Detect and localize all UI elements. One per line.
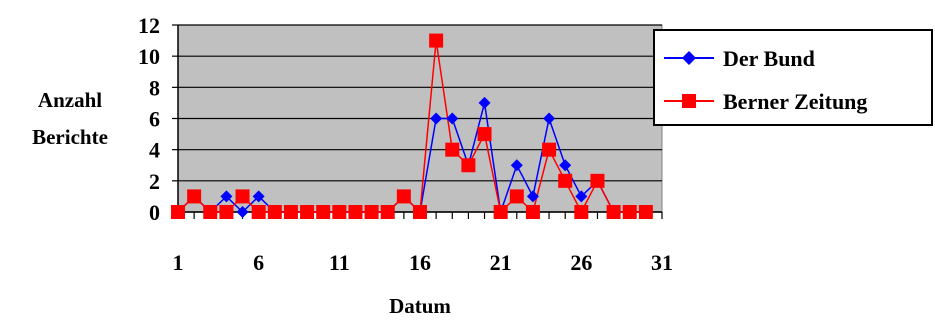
data-point-der-bund (526, 190, 539, 203)
y-tick-label: 10 (138, 44, 160, 69)
y-tick-labels: 0 2 4 6 8 10 12 (138, 13, 160, 225)
data-point-berner-zeitung (622, 205, 637, 219)
y-tick-label: 6 (149, 107, 160, 132)
x-tick-label: 21 (490, 250, 512, 275)
data-point-berner-zeitung (235, 189, 250, 204)
data-point-berner-zeitung (590, 173, 605, 188)
data-point-der-bund (236, 206, 249, 218)
data-point-der-bund (446, 112, 459, 125)
data-point-berner-zeitung (267, 205, 282, 219)
data-point-berner-zeitung (171, 205, 185, 219)
data-point-berner-zeitung (203, 205, 218, 219)
y-axis-label-line-2: Berichte (32, 125, 108, 149)
x-tick-label: 31 (651, 250, 673, 275)
legend-marker-berner-zeitung (682, 94, 696, 108)
legend-label-berner-zeitung: Berner Zeitung (723, 89, 867, 114)
data-point-berner-zeitung (525, 205, 540, 219)
data-point-berner-zeitung (348, 205, 363, 219)
data-point-berner-zeitung (332, 205, 347, 219)
data-point-der-bund (478, 96, 491, 109)
y-tick-label: 0 (149, 200, 160, 225)
legend-box (653, 29, 933, 126)
y-tick-label: 12 (138, 13, 160, 38)
data-point-berner-zeitung (283, 205, 298, 219)
data-point-berner-zeitung (445, 142, 460, 157)
x-tick-label: 16 (409, 250, 431, 275)
x-tick-label: 11 (329, 250, 350, 275)
data-point-berner-zeitung (396, 189, 411, 204)
legend: Der Bund Berner Zeitung (653, 29, 933, 126)
data-point-berner-zeitung (574, 205, 589, 219)
x-tick-label: 26 (570, 250, 592, 275)
x-axis-label: Datum (389, 294, 451, 318)
data-point-der-bund (430, 112, 443, 125)
data-point-berner-zeitung (558, 173, 573, 188)
y-tick-label: 4 (149, 138, 160, 163)
series-markers-berner-zeitung (171, 33, 653, 219)
legend-label-der-bund: Der Bund (723, 46, 815, 71)
data-point-berner-zeitung (509, 189, 524, 204)
data-point-der-bund (220, 190, 233, 203)
y-tick-label: 2 (149, 169, 160, 194)
data-point-berner-zeitung (219, 205, 234, 219)
data-point-berner-zeitung (638, 205, 653, 219)
data-point-der-bund (575, 190, 588, 203)
data-point-der-bund (559, 159, 572, 172)
data-point-berner-zeitung (380, 205, 395, 219)
y-axis-label-line-1: Anzahl (38, 88, 102, 112)
data-point-berner-zeitung (300, 205, 315, 219)
x-tick-label: 1 (173, 250, 184, 275)
data-point-berner-zeitung (316, 205, 331, 219)
data-point-berner-zeitung (606, 205, 621, 219)
data-point-berner-zeitung (429, 33, 444, 48)
series-layer (171, 33, 653, 219)
data-point-berner-zeitung (542, 142, 557, 157)
data-point-berner-zeitung (251, 205, 266, 219)
x-tick-label: 6 (253, 250, 264, 275)
data-point-berner-zeitung (461, 158, 476, 173)
legend-marker-der-bund (682, 51, 696, 65)
data-point-der-bund (252, 190, 265, 203)
x-tick-labels: 1 6 11 16 21 26 31 (173, 250, 674, 275)
data-point-berner-zeitung (364, 205, 379, 219)
data-point-berner-zeitung (413, 205, 427, 219)
data-point-berner-zeitung (187, 189, 202, 204)
data-point-der-bund (510, 159, 523, 172)
data-point-berner-zeitung (493, 205, 508, 219)
data-point-der-bund (543, 112, 556, 125)
data-point-berner-zeitung (477, 127, 492, 142)
y-tick-label: 8 (149, 75, 160, 100)
